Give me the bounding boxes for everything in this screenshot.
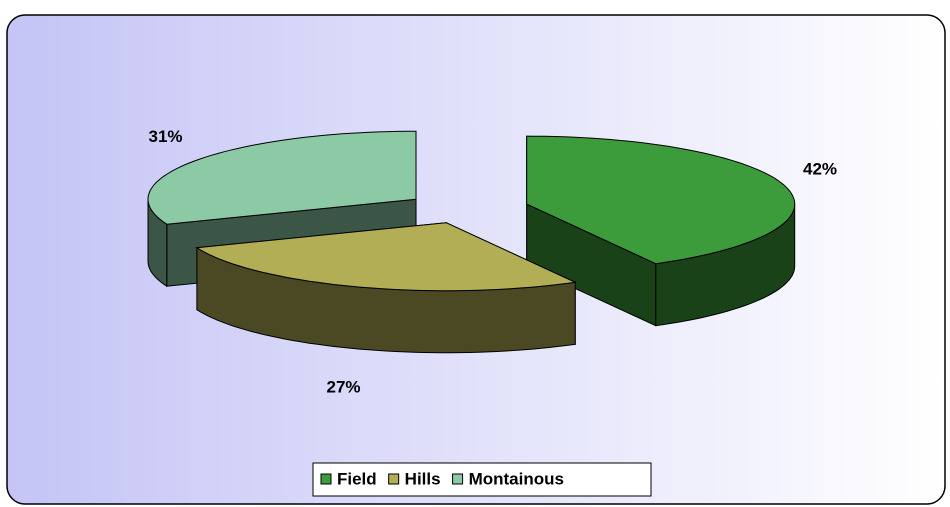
slice — [195, 222, 577, 292]
legend: Field Hills Montainous — [320, 469, 564, 488]
legend-swatch — [320, 473, 332, 485]
legend-swatch — [452, 473, 464, 485]
data-label: 42% — [803, 160, 837, 179]
pie: 31% 42% 27% — [147, 127, 837, 396]
legend-label: Montainous — [469, 469, 564, 488]
legend-swatch — [388, 473, 400, 485]
data-label: 27% — [327, 377, 361, 396]
legend-label: Hills — [405, 469, 441, 488]
slice — [147, 130, 417, 225]
legend-label: Field — [337, 469, 377, 488]
slice — [526, 135, 796, 265]
legend-box — [312, 462, 652, 497]
data-label: 31% — [149, 127, 183, 146]
